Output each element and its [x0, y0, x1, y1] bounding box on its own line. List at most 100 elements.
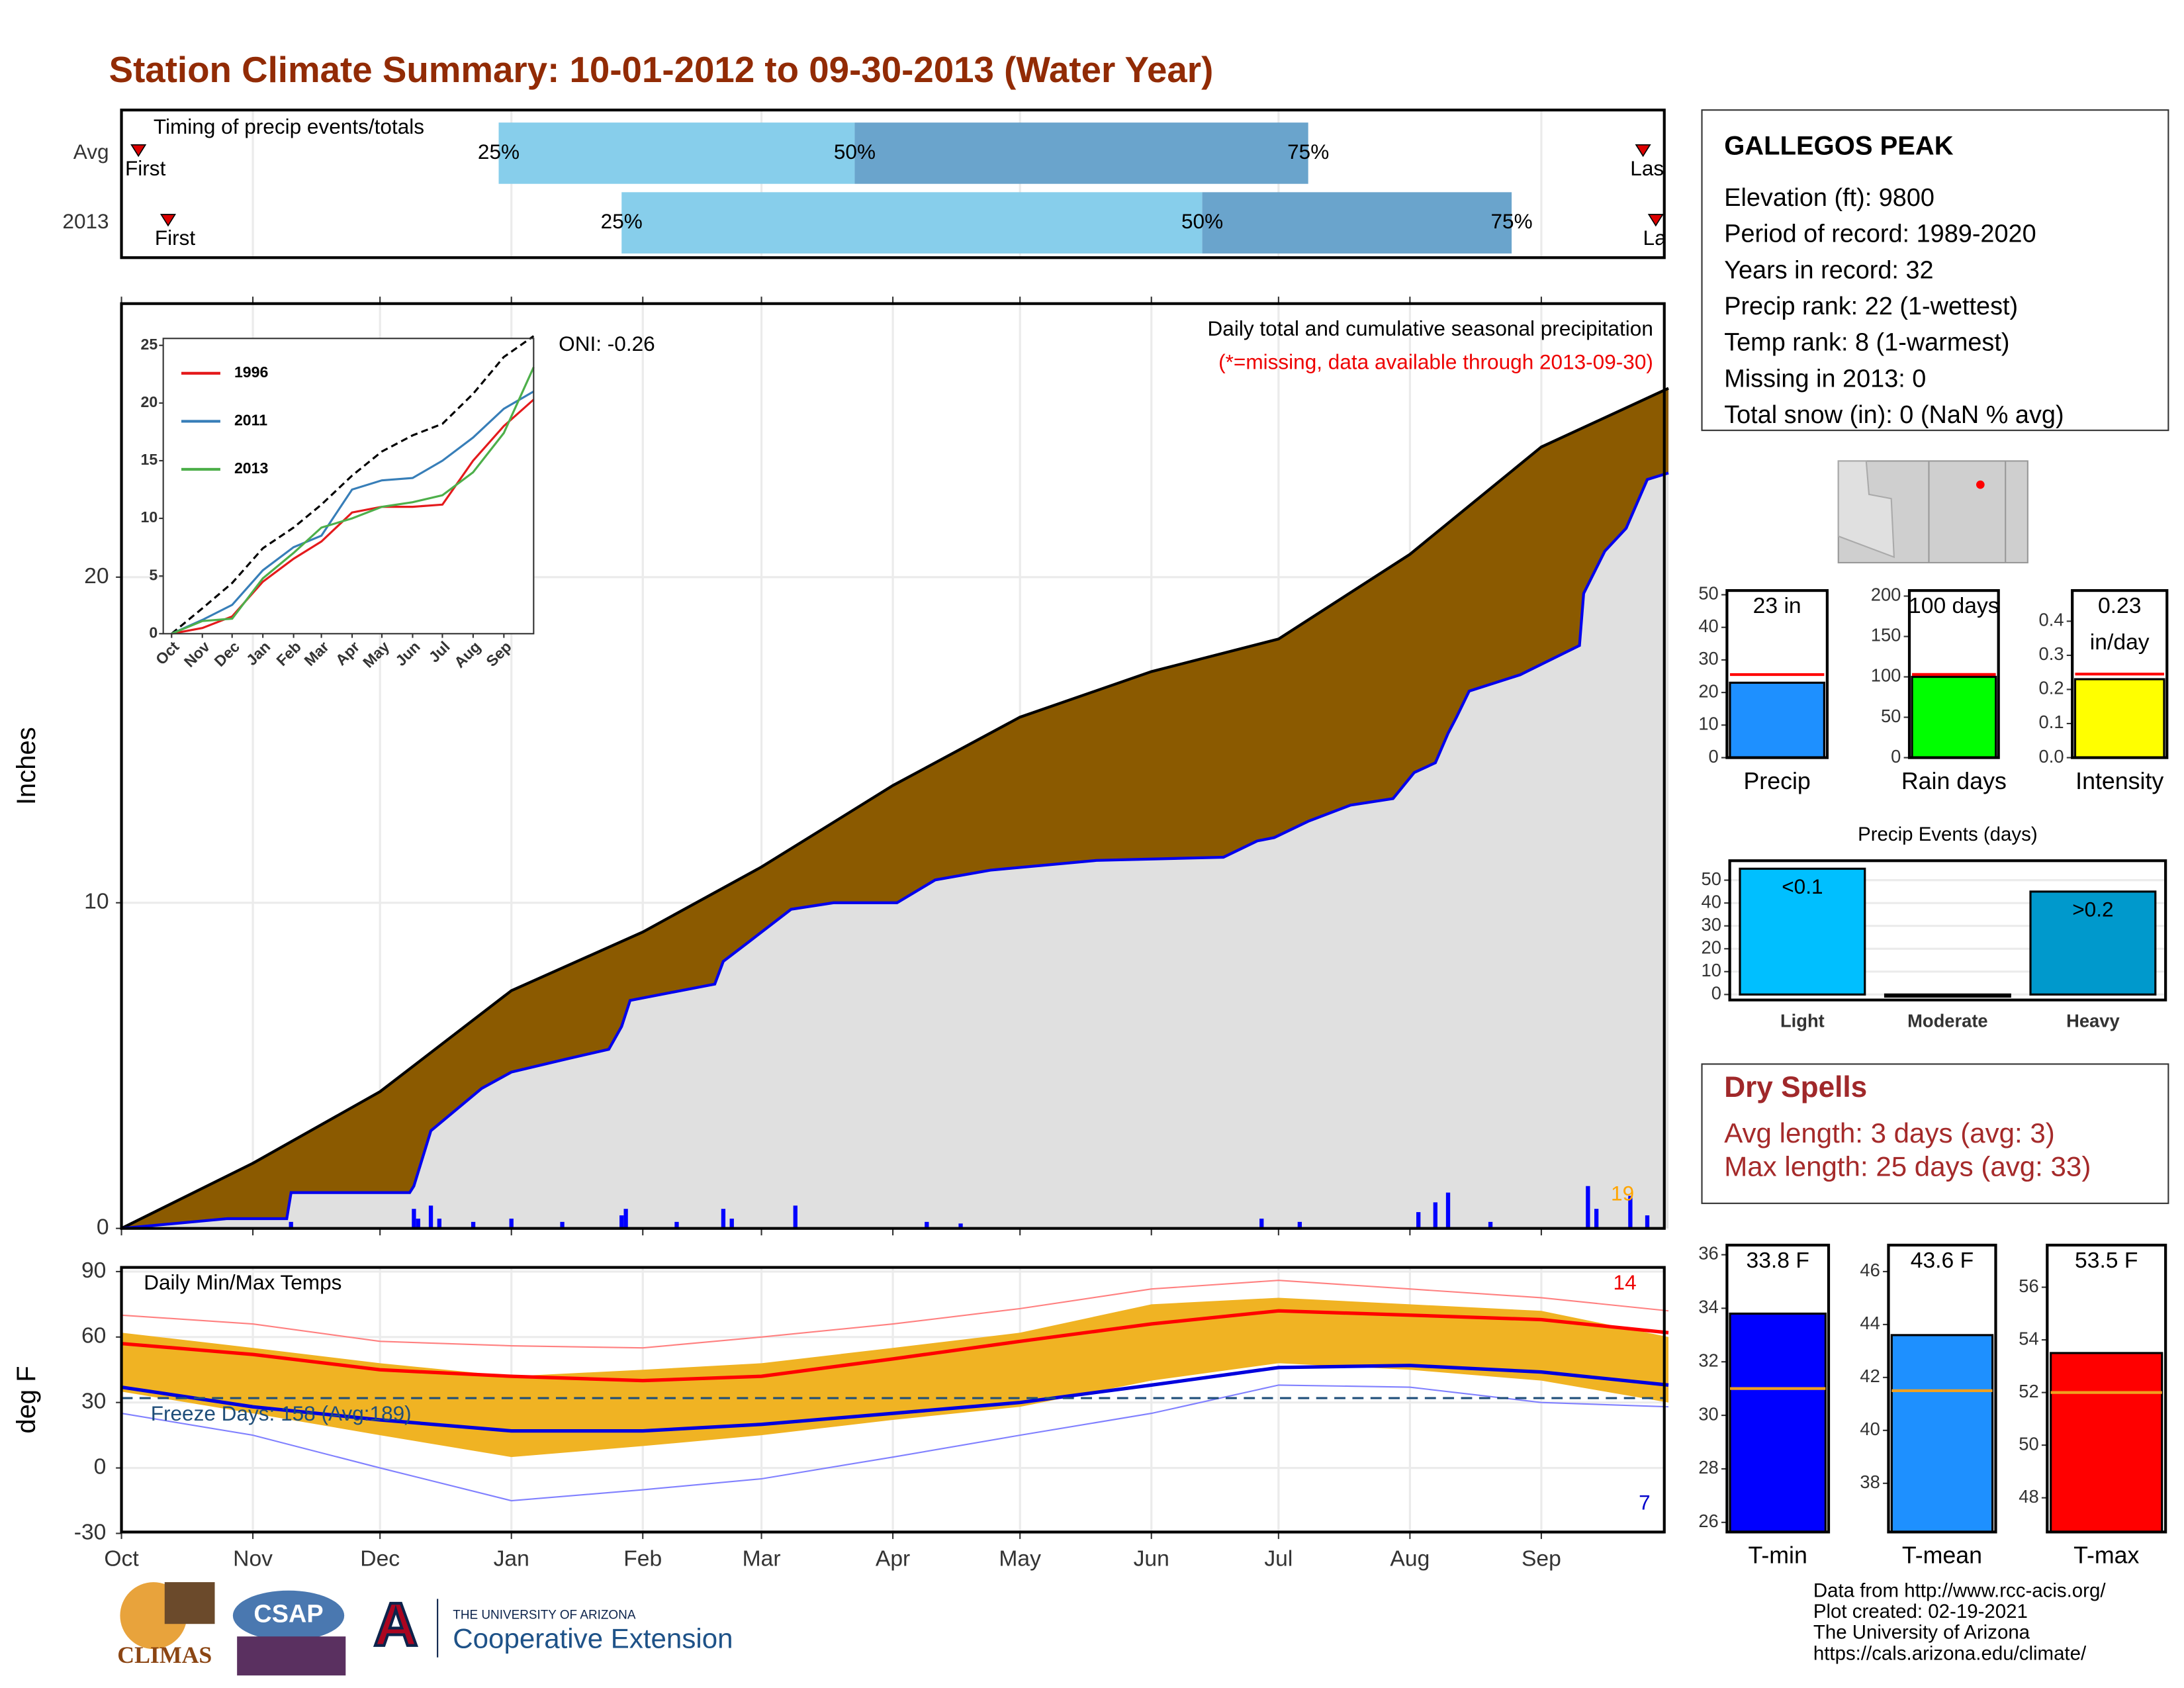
- x-tick-label: Aug: [1390, 1546, 1430, 1571]
- row-label: Avg: [73, 140, 109, 164]
- daily-bar: [1586, 1186, 1590, 1229]
- plot-frame: [1725, 1243, 1831, 1534]
- plot-frame: [1728, 859, 2167, 1002]
- row-label: 2013: [62, 209, 109, 233]
- ua-logo: A: [374, 1590, 418, 1659]
- plot-frame: [120, 1266, 1666, 1534]
- station-line: Temp rank: 8 (1-warmest): [1724, 329, 2009, 357]
- x-tick-label: Mar: [743, 1546, 781, 1571]
- station-box: [1701, 109, 2169, 432]
- station-line: Years in record: 32: [1724, 256, 1933, 284]
- y-axis-label: deg F: [12, 1366, 41, 1433]
- avg-max-line: [121, 1309, 1669, 1383]
- y-tick-label: 20: [141, 393, 158, 410]
- oni-label: ONI: -0.26: [559, 332, 655, 355]
- y-tick-label: 20: [84, 564, 109, 588]
- plot-frame: [1725, 588, 1829, 759]
- x-tick-label: Jan: [494, 1546, 529, 1571]
- x-tick-label: T-mean: [1902, 1542, 1982, 1569]
- daily-bar: [428, 1205, 433, 1229]
- daily-bar: [674, 1221, 679, 1229]
- logo-text: CSAP: [253, 1601, 323, 1628]
- map-state: [1837, 460, 1895, 559]
- x-tick-label: Sep: [1522, 1546, 1561, 1571]
- y-tick-label: 25: [141, 336, 158, 353]
- y-tick-label: 15: [141, 451, 158, 468]
- plot-frame: [1887, 1243, 1997, 1534]
- y-tick-label: 10: [1702, 960, 1721, 980]
- daily-bar: [623, 1209, 628, 1229]
- daily-bar: [1259, 1218, 1264, 1229]
- x-tick-label: T-max: [2073, 1542, 2139, 1569]
- dry-spell-line: Max length: 25 days (avg: 33): [1724, 1150, 2091, 1182]
- y-tick-label: 34: [1698, 1297, 1718, 1317]
- x-tick-label: Precip: [1743, 768, 1810, 794]
- value-label: 53.5 F: [2075, 1248, 2138, 1273]
- station-line: Total snow (in): 0 (NaN % avg): [1724, 401, 2064, 429]
- y-axis-label: Inches: [12, 727, 41, 805]
- footer: Data from http://www.rcc-acis.org/Plot c…: [1813, 1580, 2106, 1665]
- y-tick-label: 10: [1698, 714, 1718, 734]
- y-tick-label: 20: [1702, 937, 1721, 957]
- chart-title: Daily total and cumulative seasonal prec…: [1208, 316, 1653, 340]
- y-tick-label: 38: [1860, 1472, 1880, 1492]
- footer-line: https://cals.arizona.edu/climate/: [1813, 1642, 2087, 1664]
- daily-bar: [509, 1218, 514, 1229]
- average-line: [120, 387, 1669, 1230]
- event-label: Last: [1630, 156, 1670, 180]
- daily-bar: [1628, 1196, 1633, 1229]
- early-bar: [498, 122, 855, 184]
- y-tick-label: 50: [2019, 1433, 2038, 1454]
- plot-frame: [2071, 588, 2169, 759]
- bar: [1884, 993, 2011, 998]
- y-tick-label: 0: [1891, 746, 1901, 767]
- plot-frame: [2046, 1243, 2167, 1534]
- daily-bar: [1645, 1215, 1650, 1229]
- late-bar: [854, 122, 1308, 184]
- y-tick-label: 0.2: [2039, 678, 2064, 698]
- quantile-label: 75%: [1287, 140, 1329, 164]
- bar: [1911, 675, 1997, 759]
- series-line: [171, 391, 535, 635]
- y-tick-label: 60: [81, 1324, 106, 1348]
- daily-bar: [619, 1215, 624, 1229]
- y-tick-label: 42: [1860, 1366, 1880, 1386]
- daily-bar: [729, 1218, 734, 1229]
- y-tick-label: 40: [1702, 891, 1721, 912]
- quantile-label: 75%: [1491, 209, 1533, 233]
- daily-bar: [560, 1221, 565, 1229]
- y-tick-label: 0.0: [2039, 746, 2064, 767]
- y-tick-label: 28: [1698, 1457, 1718, 1477]
- event-marker: [1635, 144, 1651, 158]
- y-tick-label: 30: [1698, 648, 1718, 669]
- y-tick-label: 26: [1698, 1511, 1718, 1531]
- y-tick-label: 0: [149, 624, 158, 641]
- x-tick-label: Dec: [360, 1546, 400, 1571]
- logos: CLIMAS CSAP A THE UNIVERSITY OF ARIZONA …: [117, 1582, 733, 1676]
- climas-emblem: [164, 1582, 215, 1624]
- daily-bar: [289, 1221, 293, 1229]
- y-tick-label: 100: [1871, 665, 1901, 686]
- footer-line: The University of Arizona: [1813, 1622, 2030, 1644]
- y-tick-label: 50: [1702, 868, 1721, 889]
- station-dot: [1976, 480, 1985, 489]
- average-line: [171, 335, 535, 635]
- y-tick-label: 0.3: [2039, 643, 2064, 664]
- x-tick-label: Apr: [876, 1546, 910, 1571]
- logo-text: CLIMAS: [117, 1642, 212, 1668]
- daily-bar: [437, 1218, 442, 1229]
- observed-line: [121, 471, 1669, 1230]
- bar: [1729, 1312, 1827, 1533]
- y-tick-label: 40: [1698, 616, 1718, 636]
- observed-area: [121, 473, 1669, 1229]
- daily-bar: [1433, 1202, 1437, 1229]
- station-name: GALLEGOS PEAK: [1724, 132, 1954, 161]
- station-line: Precip rank: 22 (1-wettest): [1724, 293, 2018, 320]
- y-tick-label: 0: [1709, 746, 1719, 767]
- locator-map: [1837, 460, 2028, 564]
- x-tick-label: May: [999, 1546, 1041, 1571]
- legend-label: 2011: [234, 412, 267, 429]
- y-tick-label: 56: [2019, 1276, 2038, 1296]
- panel-title: Daily Min/Max Temps: [144, 1270, 341, 1294]
- bar: [1739, 867, 1866, 996]
